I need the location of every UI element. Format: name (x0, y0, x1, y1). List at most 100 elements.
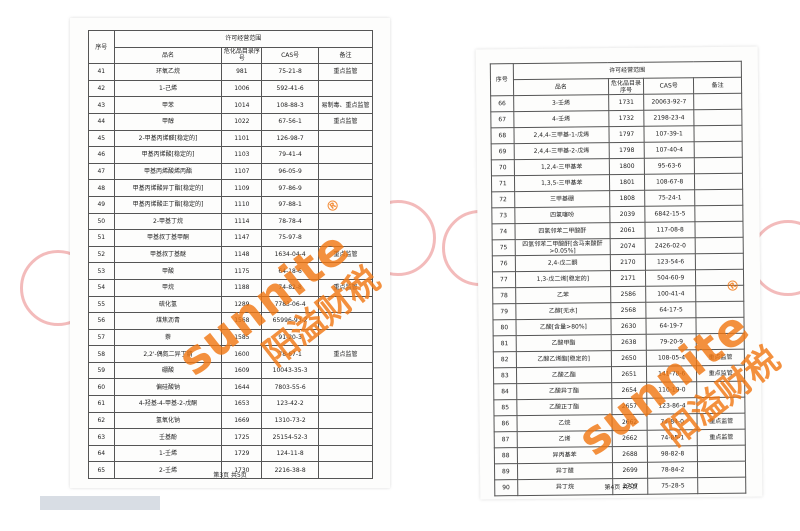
row-no: 74 (491, 223, 515, 240)
catalog-no: 1585 (221, 328, 263, 347)
row-no: 89 (494, 463, 518, 480)
table-row: 44 甲醇 1022 67-56-1 重点监管 (88, 112, 373, 131)
product-name: 甲基叔丁基醚 (113, 245, 223, 264)
table-row: 55 硫化氢 1289 7783-06-4 (88, 295, 373, 314)
catalog-no: 2039 (609, 206, 646, 223)
product-name: 甲基丙烯酸异丁酯[稳定的] (113, 179, 223, 197)
header-catalog: 危化品目录序号 (608, 78, 644, 95)
row-no: 43 (88, 96, 115, 114)
product-name: 乙酸乙酯 (516, 366, 612, 384)
product-name: 3-壬烯 (513, 94, 609, 112)
catalog-no: 1103 (221, 146, 263, 164)
table-row: 61 4-羟基-4-甲基-2-戊酮 1653 123-42-2 (88, 395, 373, 413)
catalog-no: 1147 (221, 229, 263, 247)
row-no: 45 (88, 129, 115, 148)
cas-no: 75-21-8 (261, 63, 320, 81)
catalog-no: 1175 (221, 262, 263, 280)
catalog-no: 1732 (608, 110, 645, 127)
product-name: 氢氧化钠 (113, 411, 223, 430)
header-cas: CAS号 (261, 46, 320, 65)
note (318, 395, 373, 413)
catalog-no: 1644 (221, 378, 263, 397)
cas-no: 123-86-4 (646, 397, 698, 415)
row-no: 49 (88, 195, 115, 214)
product-name: 甲基丙烯酸正丁酯[稳定的] (113, 195, 223, 214)
cas-no: 98-82-8 (647, 445, 698, 463)
cas-no: 20063-92-7 (643, 93, 695, 111)
row-no: 64 (88, 444, 115, 463)
table-row: 46 甲基丙烯酸[稳定的] 1103 79-41-4 (88, 146, 373, 164)
cas-no: 78-67-1 (261, 345, 320, 363)
note (318, 361, 373, 380)
product-name: 甲酸 (113, 262, 223, 280)
note (695, 253, 744, 270)
row-no: 57 (88, 328, 115, 347)
header-catalog: 危化品目录序号 (221, 46, 263, 65)
note (694, 189, 743, 206)
cas-no: 107-39-1 (644, 125, 695, 143)
catalog-no: 1653 (221, 395, 263, 413)
catalog-no: 1022 (221, 112, 263, 131)
header-note: 备注 (693, 77, 742, 94)
row-no: 71 (491, 175, 515, 192)
note (318, 461, 373, 480)
product-name: 2,2'-偶氮二异丁腈 (113, 345, 223, 363)
note (694, 173, 743, 190)
table-row: 58 2,2'-偶氮二异丁腈 1600 78-67-1 重点监管 (88, 345, 373, 363)
product-name: 乙苯 (515, 286, 611, 304)
note (697, 445, 746, 462)
document-page: 序号 许可经营范围 品名 危化品目录序号 CAS号 备注 66 3-壬烯 1731 20063-9… (475, 46, 763, 500)
note (318, 378, 373, 397)
table-row: 54 甲烷 1188 74-82-8 重点监管 (88, 278, 373, 297)
catalog-no: 1148 (221, 245, 263, 264)
page-footer: 第3页 共5页 (213, 472, 247, 479)
note: 重点监管 (696, 365, 745, 382)
header-row: 品名 危化品目录序号 CAS号 备注 (89, 46, 373, 65)
row-no: 66 (490, 95, 514, 112)
product-name: 2-甲基丁烷 (113, 212, 223, 231)
note (695, 269, 744, 286)
cas-no: 74-82-8 (261, 278, 320, 297)
catalog-no: 981 (221, 63, 263, 81)
row-no: 55 (88, 295, 115, 314)
table-row: 42 1-己烯 1006 592-41-6 (88, 79, 373, 98)
cas-no: 78-78-4 (261, 212, 320, 231)
product-name: 乙酸甲酯 (515, 334, 612, 352)
row-no: 78 (492, 287, 516, 304)
row-no: 73 (491, 207, 515, 224)
row-no: 62 (88, 411, 115, 430)
header-name: 品名 (513, 78, 609, 96)
row-no: 72 (491, 191, 515, 208)
product-name: 1-己烯 (113, 79, 223, 98)
cas-no: 100-41-4 (645, 285, 697, 303)
cas-no: 141-78-6 (646, 365, 697, 383)
catalog-no: 1797 (608, 126, 645, 143)
row-no: 59 (88, 361, 115, 380)
product-name: 2,4-戊二酮 (514, 254, 611, 272)
cas-no: 96-05-9 (261, 162, 320, 181)
table-row: 50 2-甲基丁烷 1114 78-78-4 (88, 212, 373, 231)
header-note: 备注 (318, 46, 373, 65)
header-no: 序号 (490, 63, 514, 96)
table-row: 57 萘 1585 91-20-3 (88, 328, 373, 347)
row-no: 61 (88, 395, 115, 413)
catalog-no: 1114 (221, 212, 263, 231)
table-row: 56 煤焦沥青 1568 65996-93-2 (88, 312, 373, 330)
cas-no: 107-40-4 (644, 141, 695, 159)
cas-no: 78-84-2 (647, 461, 698, 479)
note (318, 312, 373, 330)
catalog-no: 2662 (611, 414, 648, 431)
product-name: 甲基叔丁基甲酮 (113, 229, 223, 247)
cas-no: 10043-35-3 (261, 361, 320, 380)
cas-no: 7783-06-4 (261, 295, 320, 314)
note (318, 195, 373, 214)
row-no: 46 (88, 146, 115, 164)
product-name: 壬基酚 (113, 428, 223, 446)
catalog-no: 1101 (221, 129, 263, 148)
note (318, 162, 373, 181)
product-name: 1-壬烯 (113, 444, 223, 463)
table-row: 51 甲基叔丁基甲酮 1147 75-97-8 (88, 229, 373, 247)
catalog-no: 2654 (611, 382, 647, 399)
product-name: 2,4,4-三甲基-2-戊烯 (513, 142, 610, 160)
